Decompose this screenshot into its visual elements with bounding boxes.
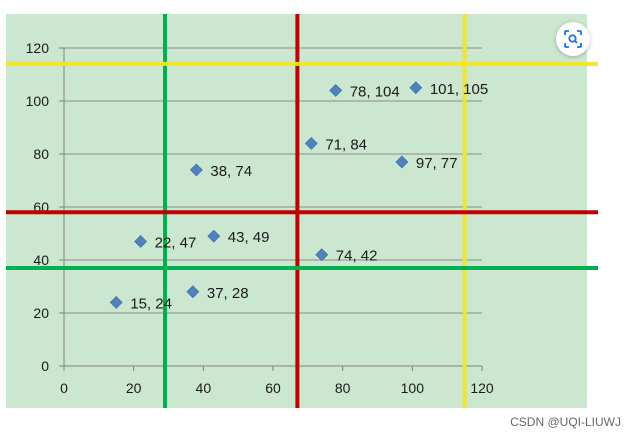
data-label: 78, 104 (350, 83, 400, 100)
data-label: 71, 84 (325, 136, 367, 153)
y-tick-label: 40 (33, 252, 49, 268)
data-point (189, 163, 203, 177)
data-point (207, 229, 221, 243)
y-tick-label: 100 (26, 93, 50, 109)
data-label: 15, 24 (130, 295, 172, 312)
data-point (186, 285, 200, 299)
data-point (409, 81, 423, 95)
visual-search-button[interactable] (556, 22, 590, 56)
x-tick-label: 40 (196, 380, 212, 396)
x-tick-label: 120 (470, 380, 494, 396)
data-label: 101, 105 (430, 81, 488, 98)
data-point (134, 235, 148, 248)
data-point (329, 83, 343, 97)
x-tick-label: 0 (60, 380, 68, 396)
visual-search-icon (564, 30, 582, 48)
x-tick-label: 60 (265, 380, 281, 396)
data-label: 22, 47 (155, 234, 197, 251)
x-tick-label: 100 (401, 380, 425, 396)
data-point (315, 248, 329, 262)
gridlines (64, 47, 482, 314)
data-points (109, 81, 423, 309)
watermark: CSDN @UQI-LIUWJ (510, 415, 621, 429)
reference-lines (6, 14, 598, 408)
data-label: 38, 74 (210, 163, 252, 180)
x-tick-label: 20 (126, 380, 142, 396)
y-tick-label: 80 (33, 146, 49, 162)
data-label: 43, 49 (228, 229, 270, 246)
data-point (109, 295, 123, 309)
data-label: 74, 42 (336, 248, 378, 265)
data-label: 97, 77 (416, 155, 458, 172)
y-tick-label: 20 (33, 305, 49, 321)
y-tick-label: 0 (41, 358, 49, 374)
y-tick-label: 120 (26, 40, 50, 56)
data-labels: 15, 24 22, 47 37, 28 38, 74 43, 49 71, 84 74, … (130, 81, 488, 313)
data-point (304, 136, 318, 150)
data-point (395, 155, 409, 169)
data-label: 37, 28 (207, 285, 249, 302)
x-tick-label: 80 (335, 380, 351, 396)
